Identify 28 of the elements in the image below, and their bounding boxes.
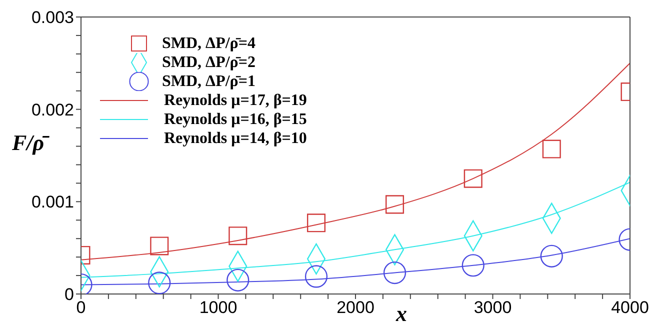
legend-label: Reynolds μ=16, β=15 bbox=[164, 110, 307, 129]
point bbox=[464, 169, 482, 188]
point bbox=[383, 261, 406, 284]
legend-label: SMD, ΔP/ρ̄=4 bbox=[162, 34, 256, 53]
y-tick-label: 0.002 bbox=[31, 100, 74, 120]
x-tick-label: 0 bbox=[76, 298, 86, 318]
x-tick-label: 1000 bbox=[199, 298, 238, 318]
point bbox=[148, 272, 171, 294]
x-tick-label: 4000 bbox=[611, 298, 649, 318]
x-tick-label: 2000 bbox=[336, 298, 374, 318]
legend-label: SMD, ΔP/ρ̄=2 bbox=[162, 53, 256, 72]
point bbox=[542, 140, 561, 158]
x-tick-label: 3000 bbox=[474, 298, 512, 318]
y-tick-label: 0 bbox=[64, 285, 74, 304]
point bbox=[306, 214, 326, 232]
point bbox=[150, 236, 169, 256]
point bbox=[304, 265, 328, 288]
point bbox=[226, 268, 250, 292]
x-axis-title: x bbox=[396, 301, 407, 327]
y-tick-label: 0.001 bbox=[31, 192, 74, 212]
point bbox=[540, 244, 563, 268]
point bbox=[462, 254, 484, 277]
point bbox=[228, 226, 248, 246]
legend-label: Reynolds μ=17, β=19 bbox=[164, 91, 307, 110]
point bbox=[385, 195, 404, 214]
y-tick-label: 0.003 bbox=[31, 8, 74, 28]
legend-label: Reynolds μ=14, β=10 bbox=[164, 129, 307, 148]
legend-label: SMD, ΔP/ρ̄=1 bbox=[162, 72, 256, 91]
